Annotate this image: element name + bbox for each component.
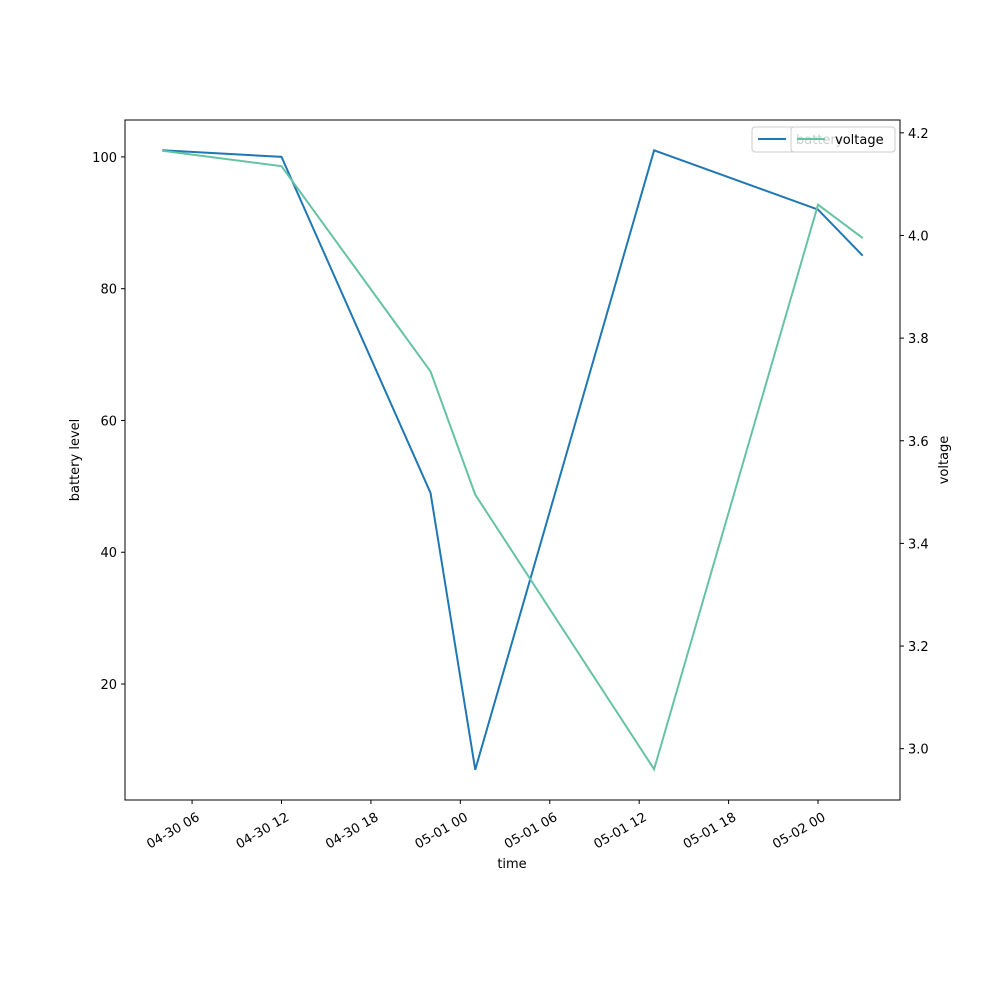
- y2-tick-label: 4.2: [908, 127, 929, 142]
- line-series: [162, 149, 864, 772]
- plot-frame: [124, 119, 901, 801]
- y-axis-label: battery level: [68, 419, 83, 502]
- line-series: [162, 149, 864, 770]
- x-axis-label: time: [497, 857, 526, 872]
- y-tick-label: 60: [100, 414, 117, 429]
- y2-tick-label: 3.0: [908, 743, 929, 758]
- y-tick-label: 80: [100, 283, 117, 298]
- y2-tick-label: 3.8: [908, 332, 929, 347]
- y-tick-label: 100: [92, 151, 117, 166]
- y2-tick-label: 4.0: [908, 229, 929, 244]
- y2-tick-label: 3.2: [908, 640, 929, 655]
- y2-tick-label: 3.4: [908, 537, 929, 552]
- y2-axis-label: voltage: [937, 436, 952, 485]
- legend-label: voltage: [835, 133, 884, 148]
- y2-tick-label: 3.6: [908, 435, 929, 450]
- y-tick-label: 20: [100, 678, 117, 693]
- legend-box: [790, 126, 896, 153]
- y-tick-label: 40: [100, 546, 117, 561]
